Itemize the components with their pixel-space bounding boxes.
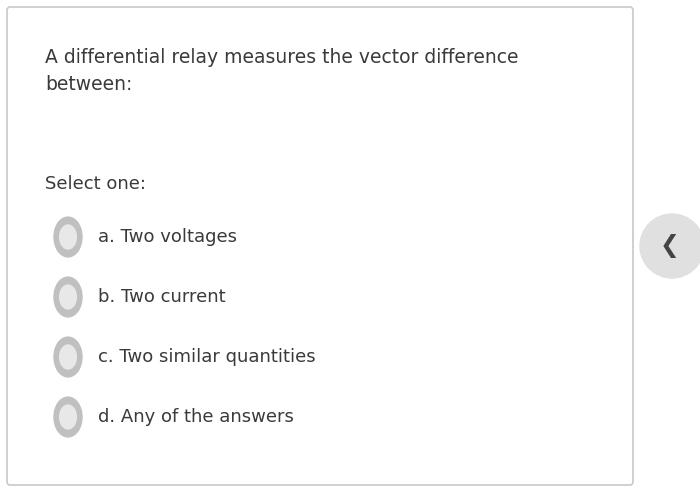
FancyBboxPatch shape <box>7 7 633 485</box>
Text: c. Two similar quantities: c. Two similar quantities <box>98 348 316 366</box>
Text: Select one:: Select one: <box>45 175 146 193</box>
Ellipse shape <box>60 405 76 429</box>
Ellipse shape <box>60 225 76 249</box>
Ellipse shape <box>60 345 76 369</box>
Text: between:: between: <box>45 75 132 94</box>
Ellipse shape <box>54 397 82 437</box>
Text: b. Two current: b. Two current <box>98 288 225 306</box>
Text: ❮: ❮ <box>660 234 680 258</box>
Ellipse shape <box>54 217 82 257</box>
Text: d. Any of the answers: d. Any of the answers <box>98 408 294 426</box>
Ellipse shape <box>54 277 82 317</box>
Text: A differential relay measures the vector difference: A differential relay measures the vector… <box>45 48 519 67</box>
Circle shape <box>640 214 700 278</box>
Text: a. Two voltages: a. Two voltages <box>98 228 237 246</box>
Ellipse shape <box>54 337 82 377</box>
Ellipse shape <box>60 285 76 309</box>
